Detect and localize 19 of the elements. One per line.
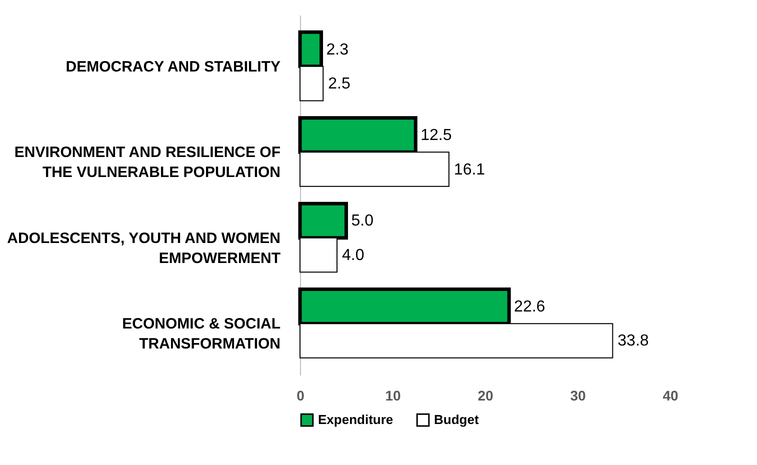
y-tick-label: ENVIRONMENT AND RESILIENCE OF THE VULNERABLE POPULATION xyxy=(14,144,280,182)
data-label: 22.6 xyxy=(514,298,546,316)
data-label: 33.8 xyxy=(618,332,649,350)
x-tick-label: 0 xyxy=(296,388,305,404)
x-tick-label: 10 xyxy=(385,388,401,404)
x-tick-label: 40 xyxy=(662,388,678,404)
data-label: 16.1 xyxy=(454,161,486,178)
data-label: 5.0 xyxy=(351,212,374,230)
legend-label: Budget xyxy=(434,412,480,428)
data-label: 2.3 xyxy=(326,41,349,58)
y-tick-label: ADOLESCENTS, YOUTH AND WOMEN EMPOWERMENT xyxy=(7,230,280,267)
data-label: 2.5 xyxy=(328,76,350,93)
y-tick-label: DEMOCRACY AND STABILITY xyxy=(66,58,280,76)
x-tick-label: 20 xyxy=(478,388,494,404)
data-label: 12.5 xyxy=(420,127,452,144)
y-tick-label: ECONOMIC & SOCIAL TRANSFORMATION xyxy=(122,316,280,353)
legend-label: Expenditure xyxy=(318,412,394,428)
data-label: 4.0 xyxy=(342,247,364,264)
x-tick-label: 30 xyxy=(570,388,586,404)
